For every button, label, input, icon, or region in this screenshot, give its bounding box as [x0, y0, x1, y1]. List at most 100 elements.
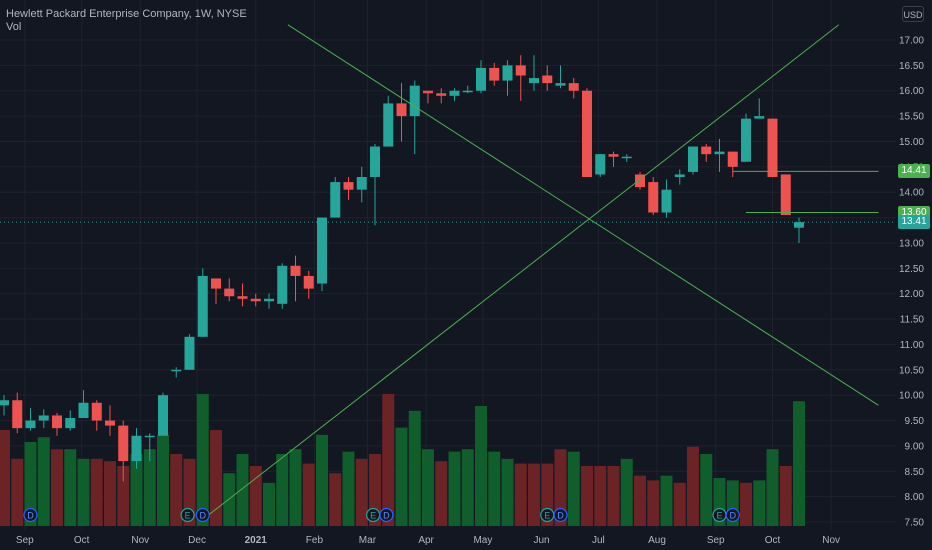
time-tick-label: Dec [188, 535, 206, 546]
candle-body [476, 67, 486, 91]
time-tick-label: Oct [765, 535, 781, 546]
event-marker-D [725, 507, 740, 523]
price-tick-label: 16.00 [899, 86, 924, 97]
volume-bar [395, 427, 408, 526]
volume-bar [355, 458, 368, 526]
volume-bar [51, 449, 63, 526]
volume-indicator-label[interactable]: Vol [6, 21, 22, 33]
candle-body [330, 182, 341, 218]
price-tick-label: 9.50 [905, 416, 925, 427]
price-tick-label: 16.50 [899, 61, 924, 72]
candle-body [38, 415, 49, 421]
event-marker-label: E [185, 511, 191, 521]
volume-bar [488, 451, 501, 526]
price-tag-last: 13.41 [898, 215, 930, 230]
volume-bar [37, 437, 50, 526]
candle-body [105, 420, 115, 426]
candle-body [131, 435, 142, 462]
volume-bar [342, 451, 355, 526]
candle-body [144, 435, 155, 438]
time-tick-label: Apr [418, 535, 434, 546]
time-tick-label: Nov [131, 535, 149, 546]
price-tick-label: 11.00 [900, 340, 925, 351]
candle-body [250, 298, 261, 302]
time-tick-label: Sep [16, 535, 34, 546]
candle-body [648, 182, 659, 213]
candle-body [542, 75, 553, 84]
candle-body [237, 296, 248, 299]
volume-bar [408, 410, 421, 526]
time-tick-label: Oct [74, 535, 90, 546]
candle-body [303, 275, 314, 289]
price-tick-label: 12.00 [899, 289, 924, 300]
candle-body [290, 265, 301, 276]
candle-body [621, 156, 632, 159]
event-marker-label: E [716, 511, 722, 521]
candle-body [409, 85, 420, 117]
currency-badge[interactable]: USD [902, 6, 924, 22]
candle-body [317, 217, 327, 284]
candle-body [515, 65, 526, 76]
price-tick-label: 9.00 [905, 441, 925, 452]
price-tag-level-1: 14.41 [898, 164, 930, 179]
event-marker-D [379, 507, 394, 523]
price-tick-label: 8.00 [905, 492, 925, 503]
candle-body [52, 415, 62, 429]
event-marker-label: D [200, 511, 207, 521]
volume-bar [514, 463, 527, 526]
candle-body [727, 151, 738, 167]
event-marker-label: D [27, 511, 34, 521]
volume-bar [0, 430, 10, 526]
volume-bar [117, 466, 130, 526]
volume-bar [77, 458, 90, 526]
volume-bar [11, 458, 24, 526]
volume-bar [501, 458, 514, 526]
trend-line [202, 24, 840, 520]
price-tick-label: 10.00 [899, 391, 924, 402]
time-tick-label: 2021 [245, 535, 268, 546]
price-tick-label: 13.00 [899, 238, 924, 249]
volume-bar [104, 461, 116, 526]
candle-body [78, 402, 89, 418]
candle-body [794, 222, 804, 228]
candle-body [701, 146, 712, 155]
candle-body [224, 288, 235, 297]
volume-bar [382, 394, 395, 526]
price-tick-label: 17.00 [899, 36, 924, 47]
symbol-title[interactable]: Hewlett Packard Enterprise Company, 1W, … [6, 8, 247, 20]
candle-body [688, 146, 698, 172]
event-marker-label: E [544, 511, 550, 521]
volume-bar [263, 482, 275, 526]
candle-body [436, 93, 447, 96]
volume-bar [793, 401, 805, 526]
volume-bar [236, 454, 249, 526]
candle-body [158, 395, 168, 436]
time-tick-label: Sep [707, 535, 725, 546]
volume-bar [779, 466, 792, 526]
volume-bar [567, 451, 580, 526]
candle-body [449, 90, 460, 96]
volume-bar [130, 454, 143, 526]
event-marker-label: D [557, 511, 564, 521]
volume-bar [581, 466, 593, 526]
volume-bar [740, 482, 752, 526]
candle-body [423, 90, 433, 94]
trend-lines [0, 24, 896, 520]
volume-bar [461, 449, 474, 526]
volume-bar [435, 461, 448, 526]
time-tick-label: Nov [822, 535, 840, 546]
event-marker-D [553, 507, 568, 523]
event-marker-label: D [383, 511, 390, 521]
event-marker-label: D [730, 511, 737, 521]
candle-body [502, 65, 513, 81]
candle-body [25, 420, 36, 429]
volume-bar [90, 458, 103, 526]
candle-body [568, 83, 579, 91]
time-tick-label: Aug [648, 535, 666, 546]
time-tick-label: Jun [534, 535, 550, 546]
candle-body [370, 146, 380, 177]
chart-header: Hewlett Packard Enterprise Company, 1W, … [6, 8, 247, 34]
volume-bar [64, 449, 77, 526]
